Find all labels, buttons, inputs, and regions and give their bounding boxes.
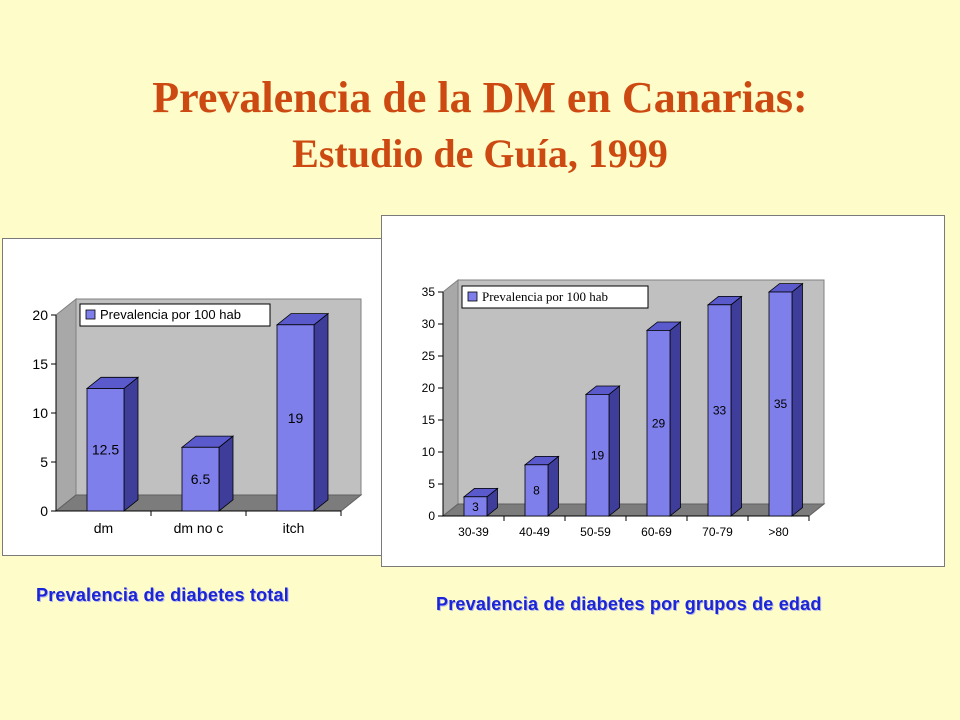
bar-dm-no-c xyxy=(181,446,220,512)
chart-panel-total: 0 5 10 15 20 12.5 dm 6.5 dm no c 19 itch Prevalenci… xyxy=(2,238,388,556)
y-tick-label: 0 xyxy=(428,509,435,523)
data-label: 8 xyxy=(533,484,540,498)
legend-label: Prevalencia por 100 hab xyxy=(100,307,241,322)
x-tick-label: itch xyxy=(283,520,305,536)
bar-40-49 xyxy=(524,464,549,517)
bar-side xyxy=(730,295,742,517)
chart-age-group-prevalence: 0 5 10 15 20 25 30 35 3 30-39 8 40-49 19 50-59 29 60-69… xyxy=(422,278,826,539)
data-label: 19 xyxy=(591,448,605,462)
caption-total: Prevalencia de diabetes total xyxy=(36,585,289,605)
data-label: 19 xyxy=(288,410,304,426)
bar-side xyxy=(547,455,559,517)
bar--80 xyxy=(768,291,793,517)
bar-side xyxy=(218,435,234,512)
bar-side xyxy=(791,282,803,517)
bar-dm xyxy=(86,388,125,512)
slide-title-line2: Estudio de Guía, 1999 xyxy=(292,131,668,176)
plot-side-wall xyxy=(55,297,77,513)
y-tick-label: 35 xyxy=(422,285,436,299)
y-tick-label: 25 xyxy=(422,349,436,363)
plot-floor xyxy=(441,503,826,517)
bar-side xyxy=(123,376,139,512)
y-tick-label: 20 xyxy=(422,381,436,395)
x-tick-label: 40-49 xyxy=(519,525,550,539)
y-tick-label: 10 xyxy=(422,445,436,459)
bar-60-69 xyxy=(646,330,671,517)
bar-side xyxy=(669,321,681,517)
bar-50-59 xyxy=(585,393,610,517)
bar-side xyxy=(313,312,329,512)
y-tick-label: 10 xyxy=(32,405,48,421)
y-tick-label: 5 xyxy=(40,454,48,470)
chart-panel-age-groups: 0 5 10 15 20 25 30 35 3 30-39 8 40-49 19 50-59 29 60-69… xyxy=(381,215,945,567)
bar-70-79 xyxy=(707,304,732,517)
y-tick-label: 30 xyxy=(422,317,436,331)
bar-itch xyxy=(276,324,315,512)
legend-box xyxy=(461,285,649,309)
data-label: 12.5 xyxy=(92,442,119,458)
legend-box xyxy=(79,303,271,327)
data-label: 33 xyxy=(713,404,727,418)
bar-30-39 xyxy=(463,496,488,517)
x-tick-label: 50-59 xyxy=(580,525,611,539)
x-tick-label: >80 xyxy=(768,525,789,539)
legend-label: Prevalencia por 100 hab xyxy=(482,289,608,304)
x-tick-label: dm xyxy=(94,520,113,536)
x-tick-label: 60-69 xyxy=(641,525,672,539)
data-label: 35 xyxy=(774,397,788,411)
x-tick-label: 70-79 xyxy=(702,525,733,539)
slide-title-line1: Prevalencia de la DM en Canarias: xyxy=(152,73,808,122)
bar-side xyxy=(608,385,620,517)
y-tick-label: 15 xyxy=(422,413,436,427)
data-label: 3 xyxy=(472,500,479,514)
legend-swatch xyxy=(467,291,478,302)
x-tick-label: 30-39 xyxy=(458,525,489,539)
chart-total-prevalence: 0 5 10 15 20 12.5 dm 6.5 dm no c 19 itch Prevalenci… xyxy=(32,297,363,536)
caption-age-groups: Prevalencia de diabetes por grupos de ed… xyxy=(436,594,822,614)
y-tick-label: 20 xyxy=(32,307,48,323)
x-tick-label: dm no c xyxy=(174,520,224,536)
legend-swatch xyxy=(85,309,96,320)
y-tick-label: 0 xyxy=(40,503,48,519)
plot-side-wall xyxy=(442,278,459,518)
data-label: 29 xyxy=(652,416,666,430)
y-tick-label: 5 xyxy=(428,477,435,491)
y-tick-label: 15 xyxy=(32,356,48,372)
data-label: 6.5 xyxy=(191,471,211,487)
